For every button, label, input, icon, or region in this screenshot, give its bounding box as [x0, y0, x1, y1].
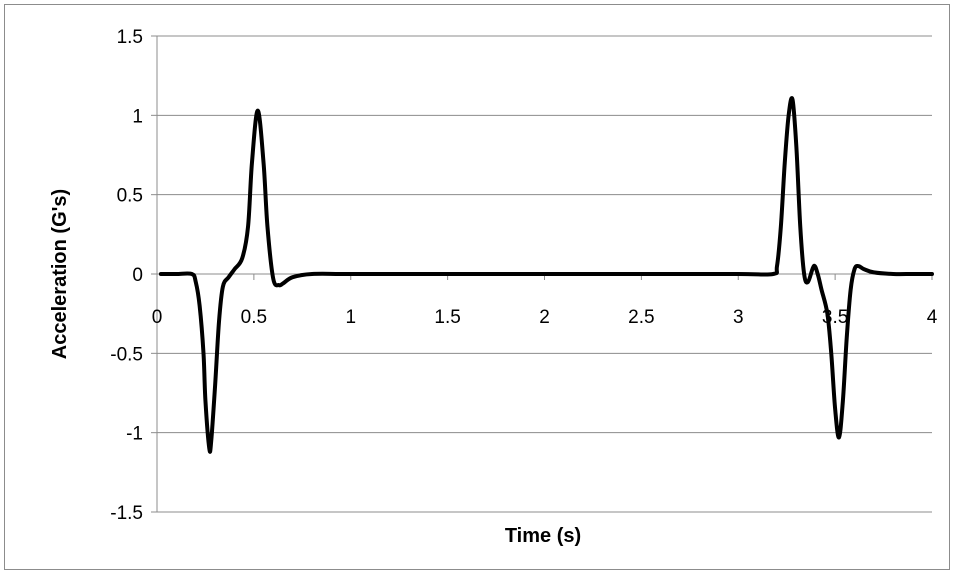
x-tick-label: 0.5: [241, 307, 267, 328]
y-tick-label: 1: [132, 106, 143, 127]
y-tick-label: -0.5: [110, 344, 143, 365]
series-line: [158, 96, 934, 454]
y-tick-label: -1: [126, 424, 143, 445]
x-tick-label: 3: [733, 307, 744, 328]
y-tick-label: 1.5: [117, 27, 143, 48]
x-tick-label: 1.5: [434, 307, 460, 328]
y-tick-label: 0.5: [117, 186, 143, 207]
y-tick-label: -1.5: [110, 503, 143, 524]
x-tick-labels: 0 0.5 1 1.5 2 2.5 3 3.5 4: [152, 307, 938, 328]
x-tick-label: 4: [927, 307, 938, 328]
x-axis-title: Time (s): [505, 525, 581, 547]
x-tick-label: 2: [539, 307, 550, 328]
x-tick-label: 0: [152, 307, 163, 328]
y-tick-label: 0: [132, 265, 143, 286]
y-tick-labels: 1.5 1 0.5 0 -0.5 -1 -1.5: [110, 27, 143, 524]
x-tick-label: 1: [345, 307, 356, 328]
x-tick-label: 2.5: [628, 307, 654, 328]
y-axis-title: Acceleration (G's): [49, 189, 71, 359]
